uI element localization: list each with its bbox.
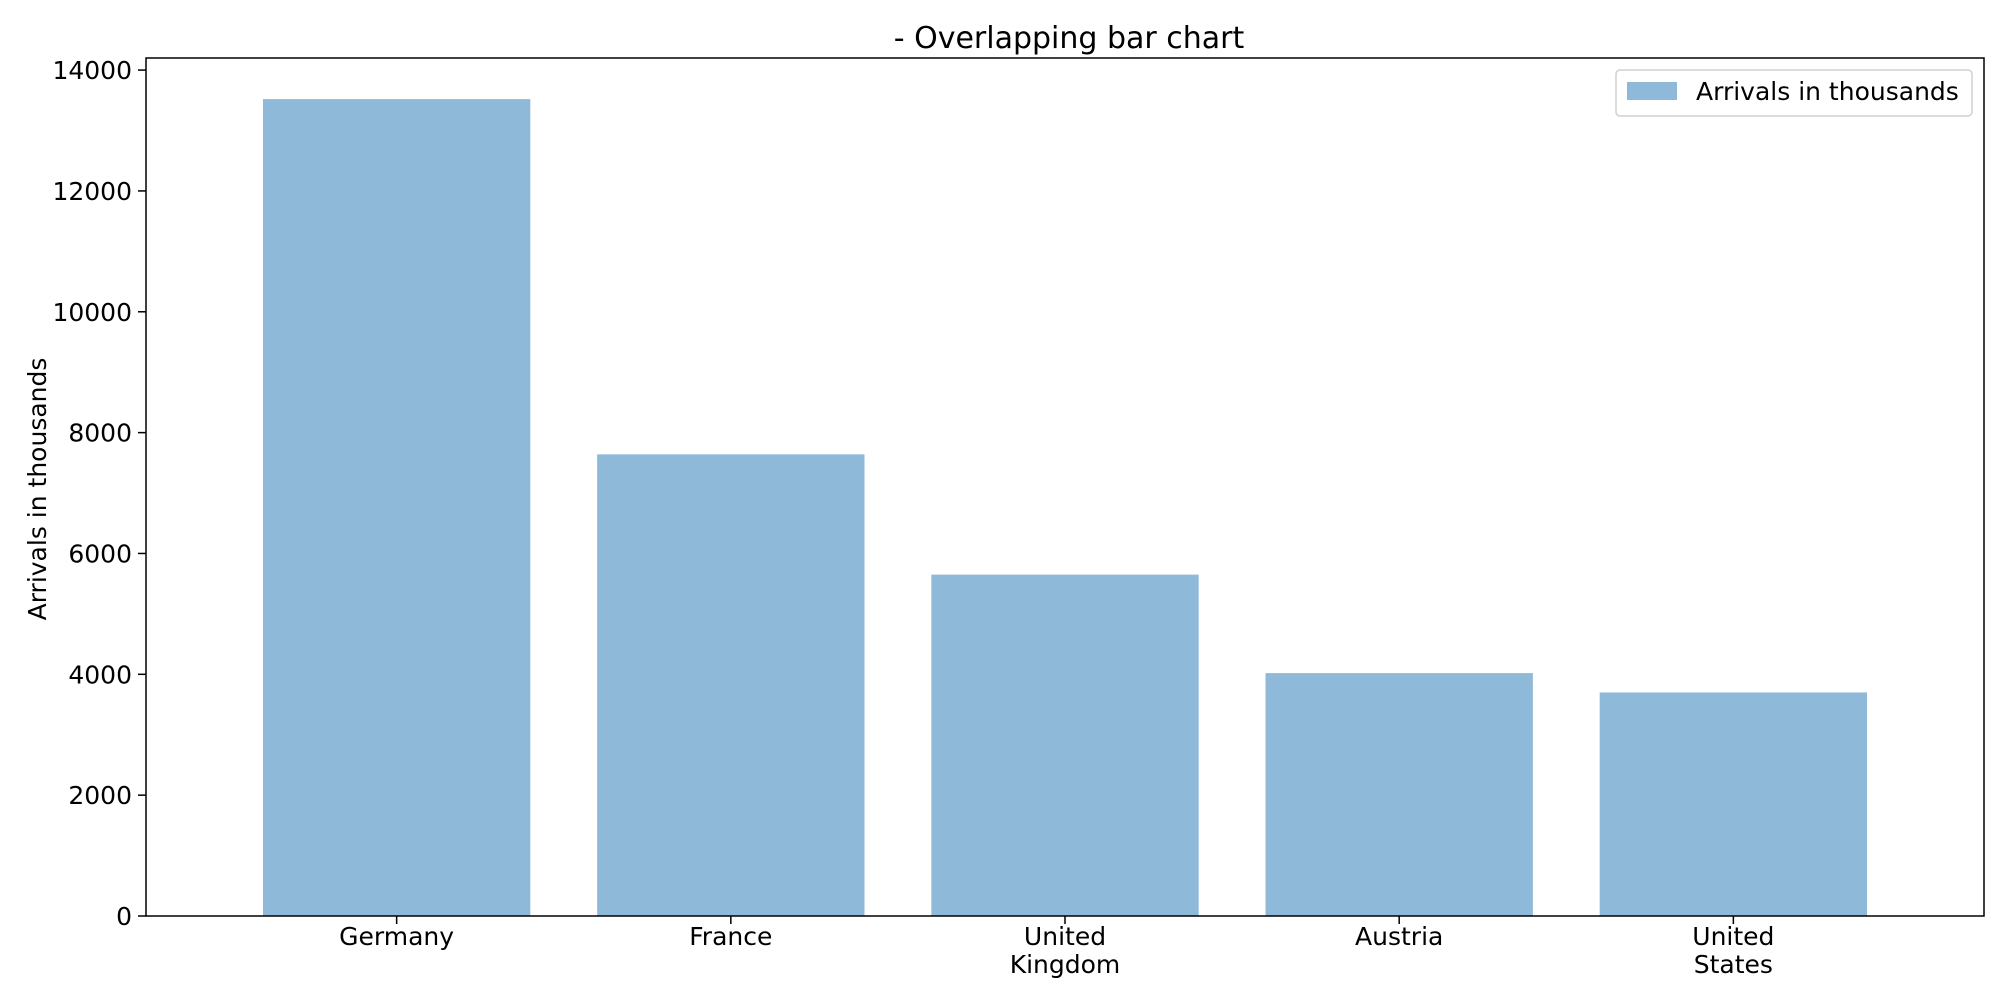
y-tick-label: 8000 — [68, 419, 132, 448]
x-tick-label: France — [689, 922, 772, 951]
y-tick-label: 10000 — [52, 298, 132, 327]
y-tick-label: 2000 — [68, 781, 132, 810]
y-ticks-layer: 0 2000 4000 6000 8000 10000 12000 14000 — [52, 56, 146, 931]
y-tick-label: 0 — [116, 902, 132, 931]
y-tick-label: 4000 — [68, 660, 132, 689]
plot-frame — [145, 57, 1985, 917]
x-tick-label: Germany — [339, 922, 454, 951]
bar-united-states — [1599, 692, 1868, 916]
y-axis-label: Arrivals in thousands — [23, 358, 52, 621]
bar-united-kingdom — [931, 574, 1199, 916]
y-tick-label: 14000 — [52, 56, 132, 85]
x-ticks-layer: Germany France United Kingdom Austria United S… — [339, 916, 1774, 979]
legend-box — [1615, 69, 1973, 117]
x-tick-label: United Kingdom — [1010, 922, 1121, 979]
legend-swatch — [1627, 82, 1677, 100]
bar-germany — [262, 99, 531, 917]
y-tick-label: 6000 — [68, 539, 132, 568]
x-tick-label: Austria — [1355, 922, 1443, 951]
legend-label: Arrivals in thousands — [1696, 77, 1959, 106]
bars-layer — [262, 99, 1868, 917]
legend: Arrivals in thousands — [1615, 69, 1973, 117]
bar-austria — [1265, 673, 1533, 916]
bar-france — [597, 454, 865, 916]
chart-title: - Overlapping bar chart — [894, 21, 1245, 56]
x-tick-label: United States — [1692, 922, 1774, 979]
y-tick-label: 12000 — [52, 177, 132, 206]
